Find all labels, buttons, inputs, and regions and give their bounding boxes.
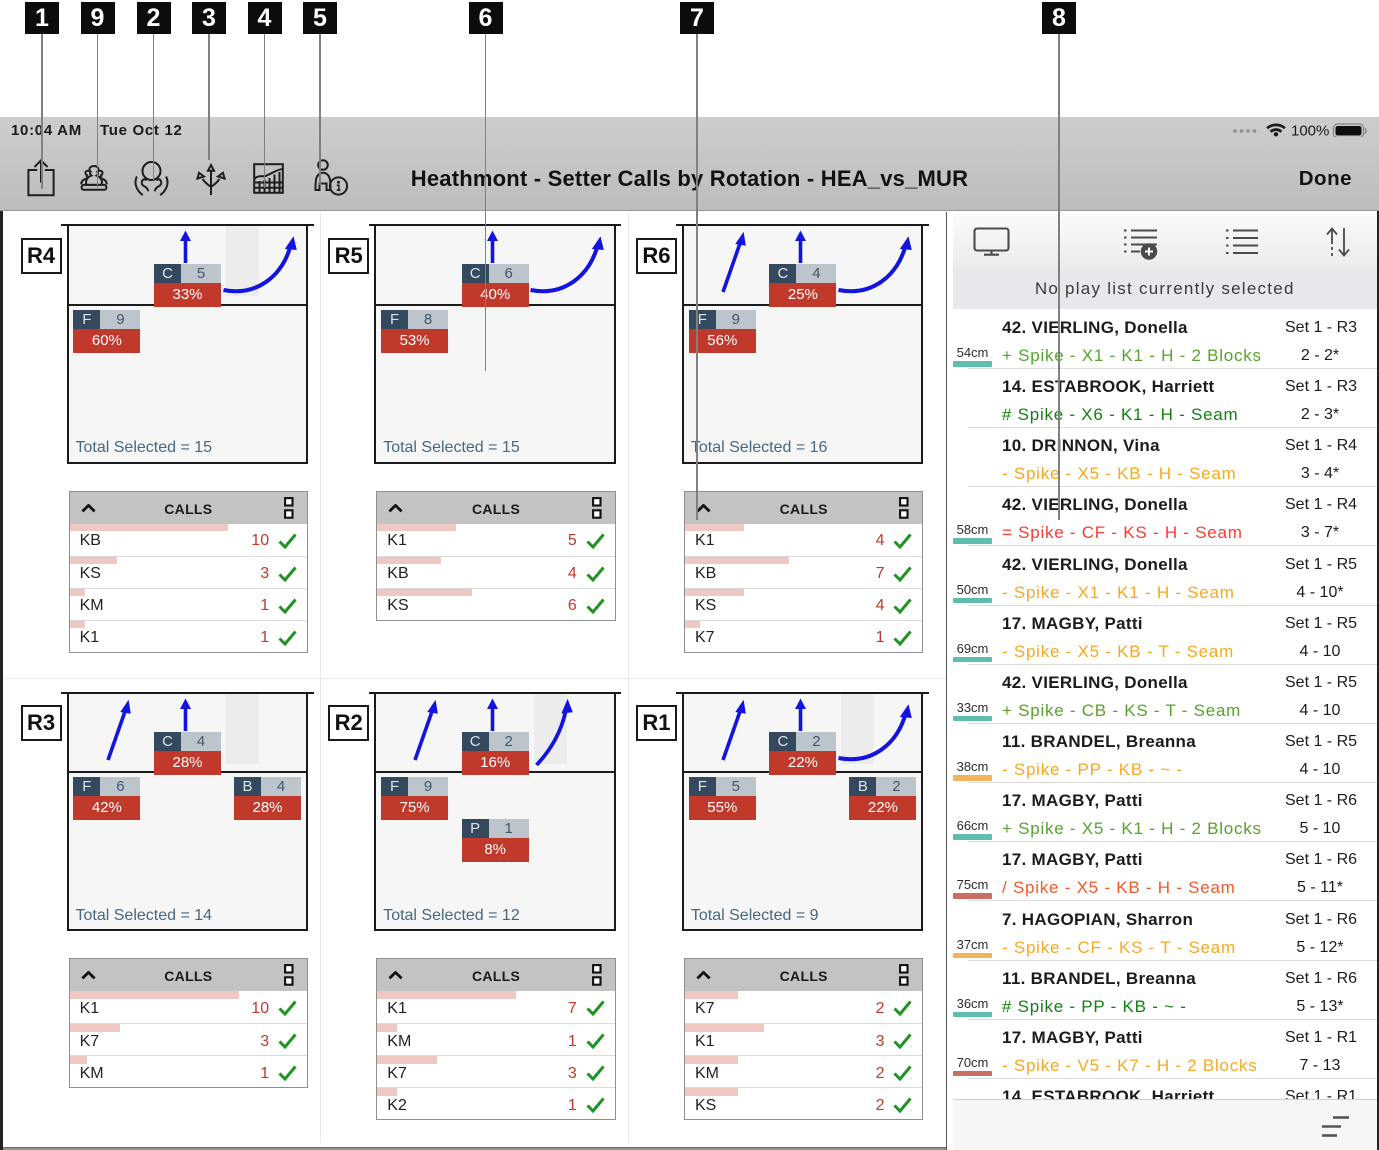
svg-text:100%: 100% xyxy=(1291,123,1329,138)
